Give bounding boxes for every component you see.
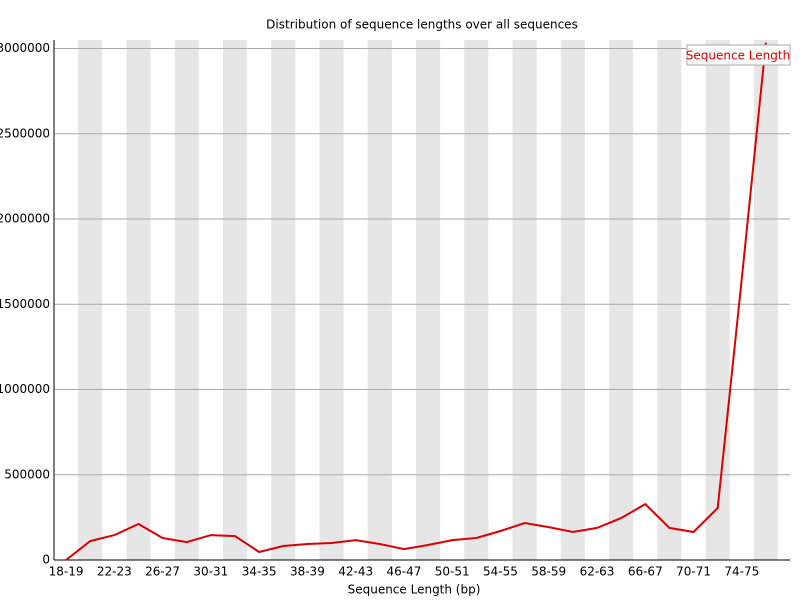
legend-label: Sequence Length: [686, 49, 790, 63]
stripe: [174, 40, 199, 560]
x-tick-label: 18-19: [49, 565, 84, 579]
stripe: [271, 40, 296, 560]
chart-title: Distribution of sequence lengths over al…: [266, 18, 578, 32]
stripe: [319, 40, 344, 560]
x-tick-label: 46-47: [386, 565, 421, 579]
stripe: [657, 40, 682, 560]
y-tick-label: 1000000: [0, 382, 50, 396]
x-tick-label: 54-55: [483, 565, 518, 579]
series-line: [65, 42, 767, 561]
x-tick-label: 62-63: [580, 565, 615, 579]
legend-box: [686, 44, 791, 66]
x-tick-label: 74-75: [724, 565, 759, 579]
stripe: [560, 40, 585, 560]
x-tick-label: 58-59: [531, 565, 566, 579]
stripe: [464, 40, 489, 560]
y-tick-label: 3000000: [0, 41, 50, 55]
x-tick-label: 38-39: [290, 565, 325, 579]
stripe: [416, 40, 441, 560]
y-tick-label: 2500000: [0, 126, 50, 140]
x-tick-label: 22-23: [97, 565, 132, 579]
stripe: [78, 40, 103, 560]
y-tick-label: 2000000: [0, 212, 50, 226]
x-tick-label: 26-27: [145, 565, 180, 579]
x-tick-label: 50-51: [435, 565, 470, 579]
stripe: [222, 40, 248, 560]
stripe: [126, 40, 151, 560]
x-tick-label: 70-71: [676, 565, 711, 579]
y-tick-label: 500000: [4, 467, 50, 481]
y-tick-label: 1500000: [0, 297, 50, 311]
stripe: [367, 40, 392, 560]
x-tick-label: 42-43: [338, 565, 373, 579]
stripe: [609, 40, 634, 560]
x-tick-label: 34-35: [242, 565, 277, 579]
x-tick-label: 66-67: [628, 565, 663, 579]
y-tick-label: 0: [42, 553, 50, 567]
x-axis-label: Sequence Length (bp): [348, 583, 481, 597]
stripe: [705, 40, 730, 560]
stripe: [512, 40, 537, 560]
x-tick-label: 30-31: [193, 565, 228, 579]
